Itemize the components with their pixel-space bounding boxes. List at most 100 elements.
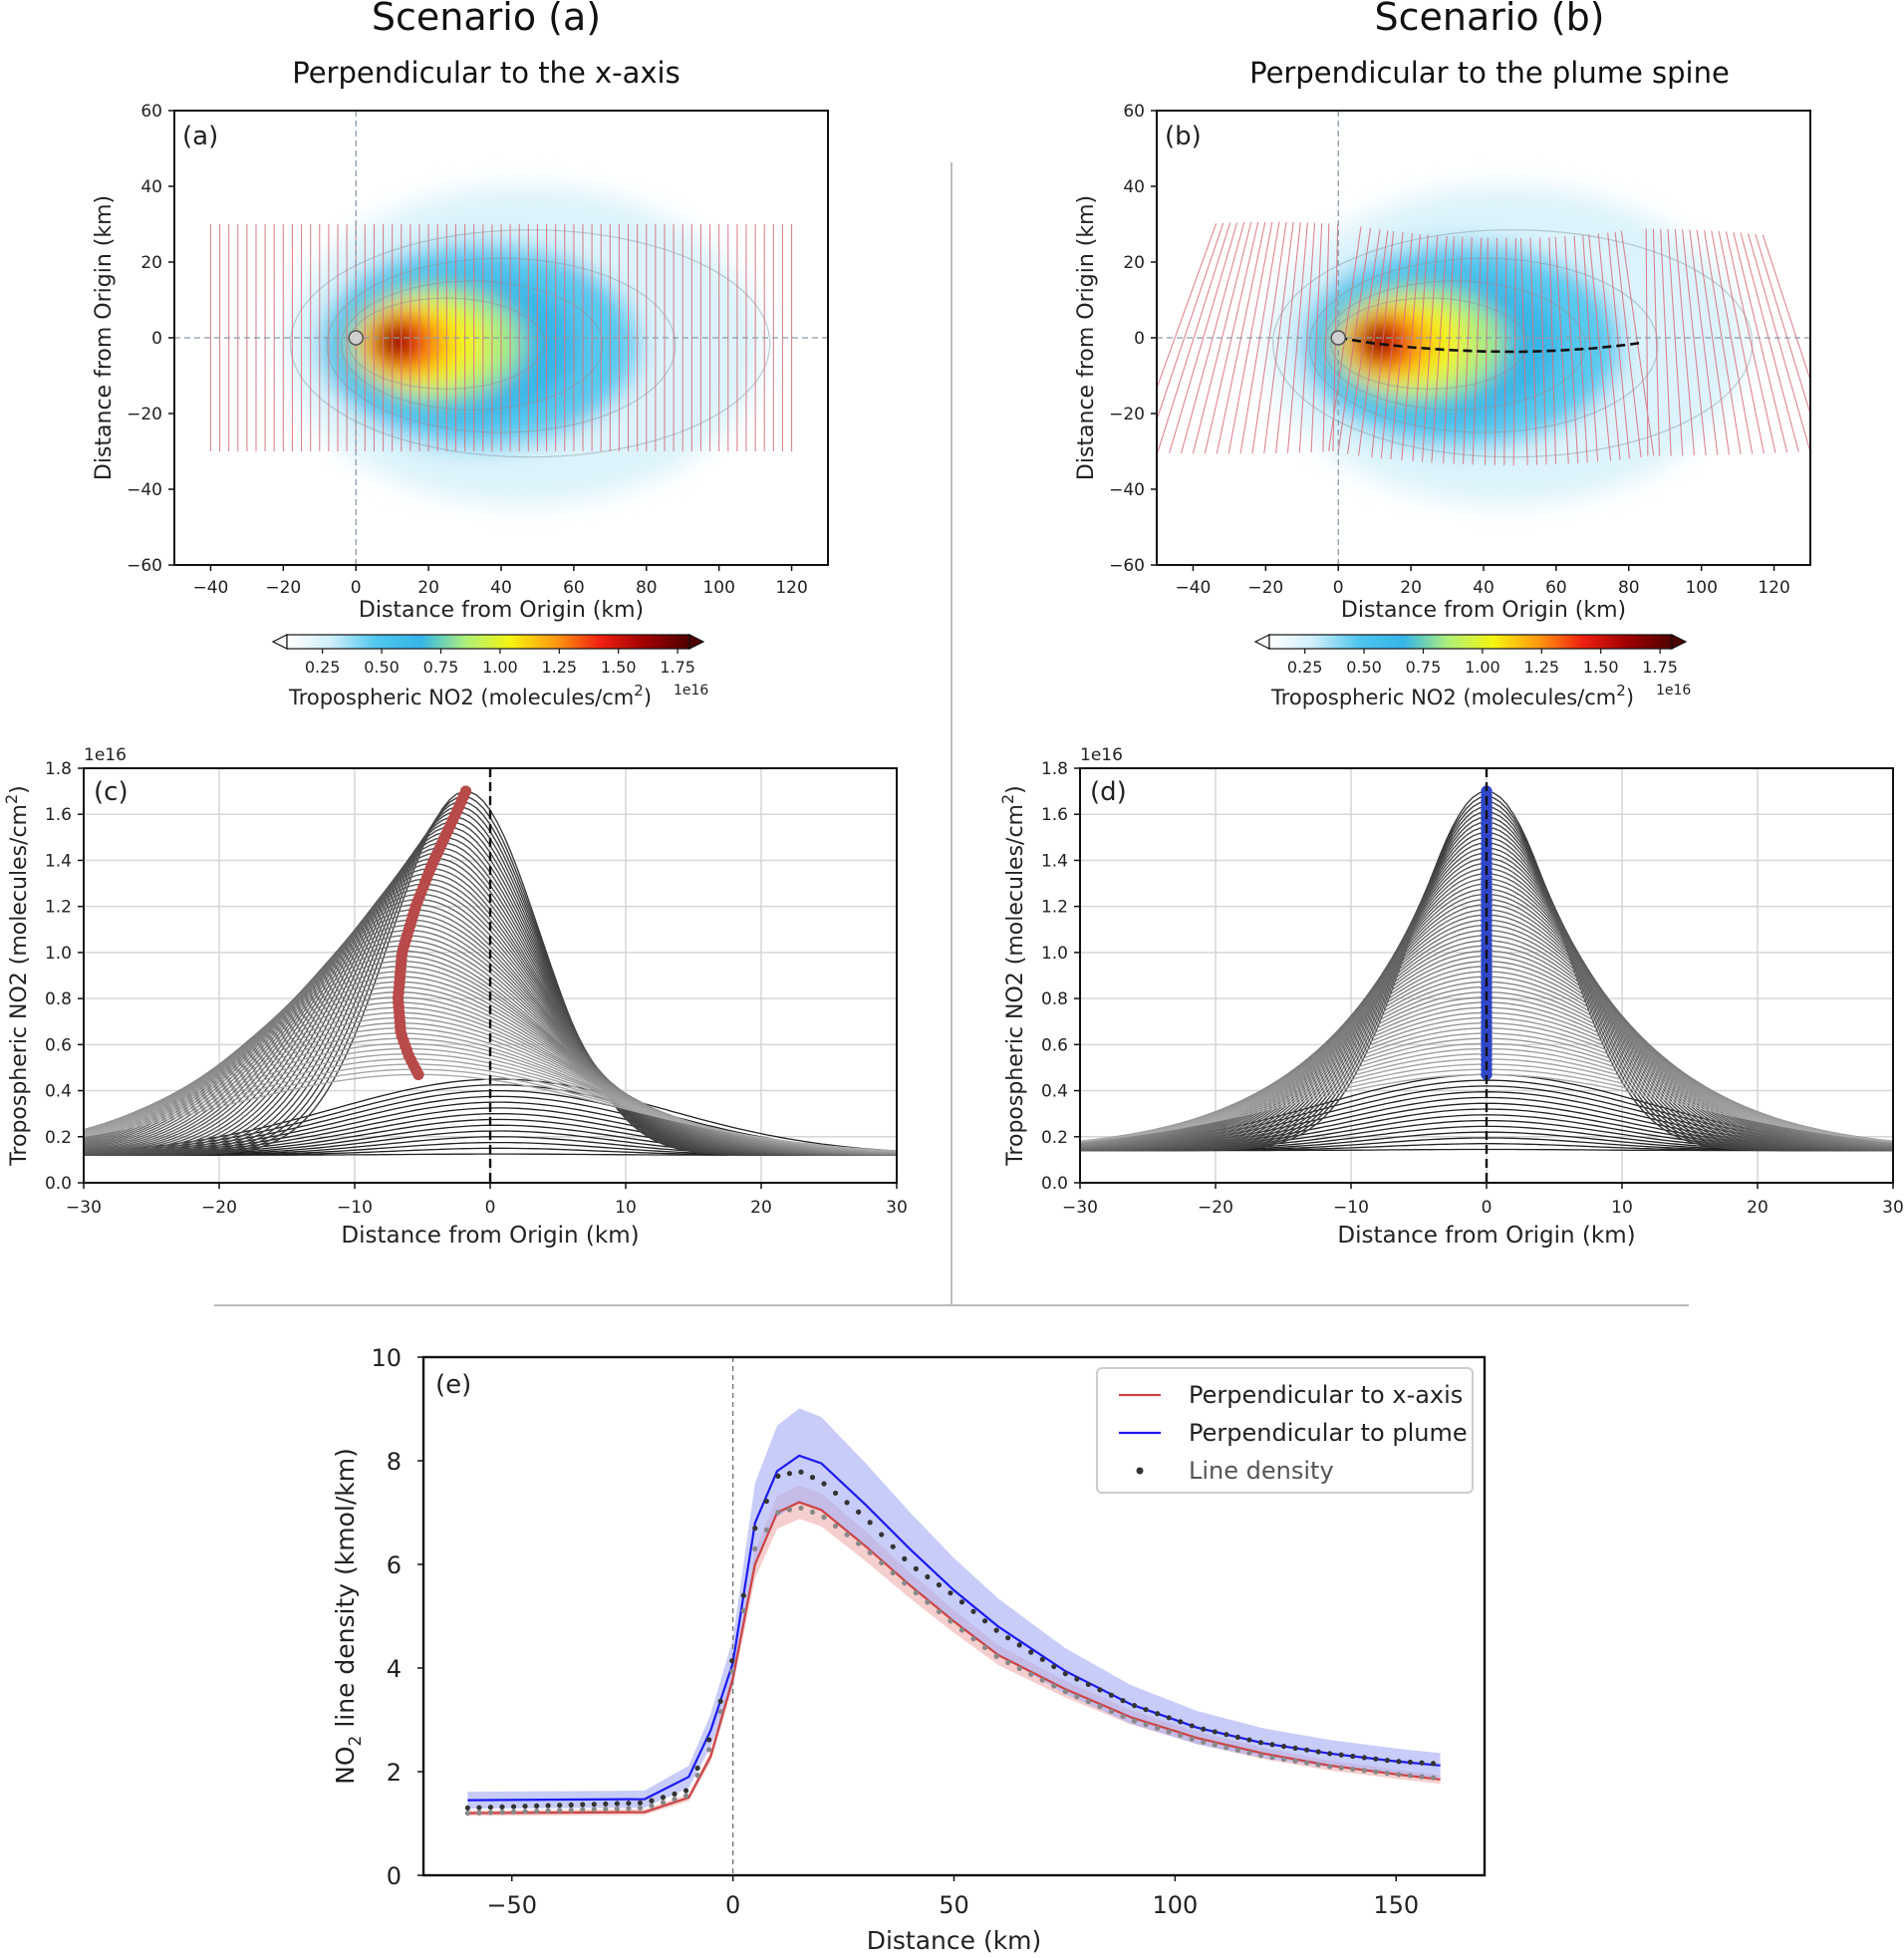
transect-line (1674, 228, 1696, 456)
line-density-point (1361, 1755, 1367, 1761)
line-density-point (1384, 1770, 1390, 1777)
line-density-point (1327, 1764, 1333, 1770)
line-density-point (948, 1590, 953, 1596)
line-density-point (890, 1569, 896, 1576)
x-tick-label: 0 (1482, 1198, 1493, 1218)
legend-label: Perpendicular to x-axis (1189, 1381, 1463, 1409)
y-tick-label: 0.0 (45, 1174, 72, 1194)
y-axis-label: NO2 line density (kmol/km) (331, 1448, 366, 1785)
line-density-point (821, 1515, 827, 1521)
line-density-point (856, 1540, 862, 1546)
line-density-dots-dark (464, 1469, 1437, 1811)
transect-line (1740, 232, 1799, 452)
x-axis-label: Distance from Origin (km) (359, 598, 644, 623)
x-tick-label: 80 (636, 578, 658, 598)
x-tick-label: 50 (939, 1891, 969, 1919)
y-tick-label: 1.8 (45, 759, 72, 779)
panel-label: (b) (1165, 122, 1202, 151)
x-tick-label: 30 (886, 1198, 908, 1218)
contour-line (1330, 297, 1528, 390)
transect-line (1667, 228, 1684, 456)
y-tick-label: 40 (140, 177, 162, 197)
line-density-point (1131, 1718, 1138, 1724)
line-density-point (740, 1607, 746, 1614)
line-density-point (993, 1653, 999, 1659)
line-density-point (1097, 1704, 1103, 1710)
line-density-point (580, 1802, 586, 1808)
line-density-point (672, 1791, 678, 1797)
colorbar-tick-label: 0.25 (1287, 658, 1323, 677)
y-axis-label: Distance from Origin (km) (1074, 195, 1099, 480)
source-marker (1330, 330, 1346, 346)
line-density-point (1338, 1765, 1344, 1771)
x-axis-label: Distance from Origin (km) (341, 1223, 639, 1249)
x-tick-label: 20 (750, 1198, 772, 1218)
line-density-point (557, 1808, 563, 1814)
line-density-point (844, 1500, 850, 1506)
legend-label: Line density (1189, 1457, 1334, 1485)
transect-line (1747, 233, 1810, 451)
transect-line (1682, 229, 1707, 455)
line-density-point (844, 1532, 850, 1538)
colorbar-tick-label: 1.75 (1642, 658, 1678, 677)
panel-d: (d) 1e16 −30 −20 −10 0 10 20 30 0.0 0.2 0.4 0.6 0.8 1.… (998, 745, 1904, 1249)
line-density-point (464, 1805, 470, 1811)
line-density-point (487, 1805, 494, 1811)
colorbar-extend-high (688, 634, 705, 650)
line-density-point (706, 1747, 712, 1753)
colorbar (1268, 634, 1673, 650)
line-density-point (545, 1803, 551, 1809)
line-density-point (902, 1555, 908, 1561)
colorbar-tick-label: 0.75 (423, 658, 459, 677)
line-density-point (672, 1796, 678, 1803)
transect-line (1564, 236, 1579, 463)
line-density-point (1039, 1656, 1045, 1662)
y-tick-label: 0.2 (1041, 1128, 1068, 1148)
line-density-point (1039, 1677, 1045, 1683)
y-tick-label: 0.0 (1041, 1174, 1068, 1194)
line-density-point (1085, 1681, 1091, 1688)
colorbar-extend-high (1671, 634, 1688, 650)
transect-line (1443, 236, 1455, 464)
y-tick-label: 1.2 (45, 898, 72, 918)
y-tick-label: −60 (127, 556, 162, 576)
transect-line (1660, 228, 1672, 456)
series-perpendicular-plume (467, 1454, 1441, 1802)
y-tick-label: 4 (387, 1655, 402, 1683)
x-tick-label: 20 (1400, 578, 1422, 598)
line-density-point (1257, 1753, 1264, 1759)
line-density-point (1246, 1737, 1252, 1743)
line-density-point (499, 1809, 505, 1816)
panel-label: (e) (435, 1370, 471, 1400)
plot-area (464, 1357, 1441, 1875)
x-tick-label: −30 (66, 1198, 102, 1218)
line-density-point (614, 1806, 620, 1812)
line-density-point (1373, 1769, 1379, 1775)
line-density-point (1212, 1742, 1218, 1748)
line-density-point (1419, 1774, 1425, 1780)
x-tick-label: −50 (486, 1891, 537, 1919)
transect-line (1689, 229, 1719, 455)
colorbar-tick-label: 1.00 (1465, 658, 1500, 677)
line-density-point (775, 1473, 781, 1479)
line-density-point (510, 1809, 517, 1815)
y-tick-label: 0.8 (1041, 989, 1068, 1009)
line-density-point (1028, 1649, 1034, 1655)
line-density-point (1304, 1760, 1310, 1766)
line-density-point (1304, 1747, 1310, 1753)
line-density-point (1166, 1729, 1172, 1735)
line-density-point (1016, 1665, 1022, 1672)
contour-line (1323, 280, 1586, 411)
colorbar-tick-label: 1.25 (1523, 658, 1559, 677)
line-density-point (936, 1581, 943, 1588)
colorbar-tick-label: 1.50 (1583, 658, 1619, 677)
legend-frame (1096, 1367, 1474, 1494)
peak-marker (459, 785, 472, 797)
transect-line (1733, 231, 1788, 453)
line-density-point (706, 1737, 712, 1743)
line-density-point (1051, 1663, 1057, 1670)
transect-line (1412, 234, 1429, 461)
line-density-point (1062, 1689, 1068, 1695)
line-density-point (649, 1803, 655, 1809)
line-density-point (1280, 1743, 1287, 1750)
